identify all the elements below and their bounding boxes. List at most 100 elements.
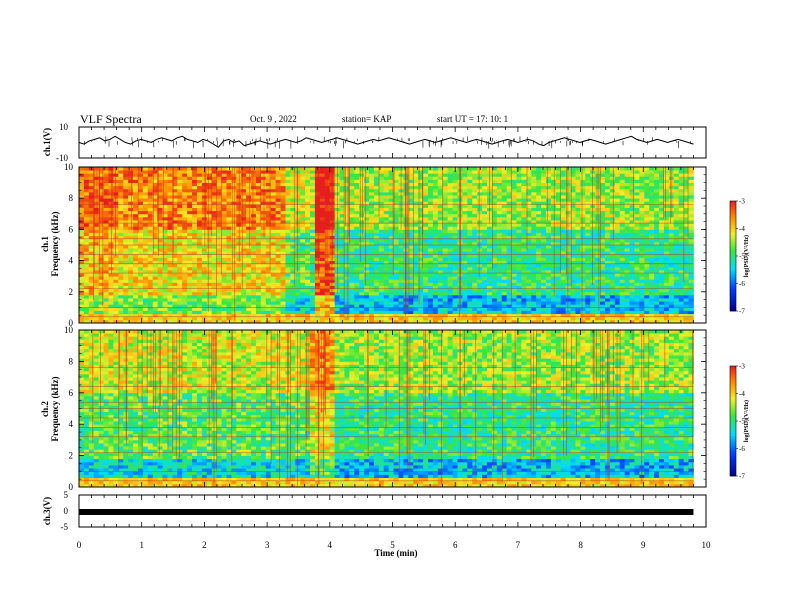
spectrogram-cell <box>359 254 365 258</box>
spectrogram-cell <box>290 260 296 265</box>
spectrogram-cell <box>398 257 404 261</box>
spectrogram-cell <box>388 279 395 283</box>
spectrogram-cell <box>354 298 360 302</box>
spectrogram-cell <box>378 167 385 171</box>
spectrogram-cell <box>295 223 301 227</box>
spectrogram-cell <box>531 226 537 230</box>
spectrogram-cell <box>364 204 370 208</box>
spectrogram-cell <box>496 298 503 302</box>
spectrogram-cell <box>152 204 159 208</box>
spectrogram-cell <box>516 241 522 246</box>
spectrogram-cell <box>378 251 385 255</box>
spectrogram-cell <box>221 216 227 221</box>
spectrogram-cell <box>211 170 218 174</box>
spectrogram-cell <box>305 273 311 277</box>
spectrogram-cell <box>373 235 380 240</box>
spectrogram-cell <box>393 319 399 324</box>
spectrogram-cell <box>359 307 365 311</box>
spectrogram-cell <box>211 213 218 218</box>
spectrogram-cell <box>270 310 277 315</box>
spectrogram-cell <box>231 176 237 180</box>
spectrogram-cell <box>541 285 547 290</box>
spectrogram-cell <box>251 204 257 208</box>
spectrogram-cell <box>241 276 247 280</box>
spectrogram-cell <box>295 185 301 190</box>
spectrogram-cell <box>383 288 390 293</box>
spectrogram-cell <box>536 210 542 215</box>
spectrogram-cell <box>487 254 493 258</box>
spectrogram-cell <box>526 285 532 290</box>
spectrogram-cell <box>305 304 311 308</box>
spectrogram-cell <box>462 245 468 249</box>
spectrogram-cell <box>192 191 198 196</box>
spectrogram-cell <box>408 235 414 240</box>
spectrogram-cell <box>216 279 222 283</box>
spectrogram-cell <box>491 191 498 196</box>
spectrogram-cell <box>216 257 222 261</box>
spectrogram-cell <box>531 195 537 199</box>
spectrogram-cell <box>167 176 173 180</box>
spectrogram-cell <box>526 304 532 308</box>
spectrogram-cell <box>123 263 129 268</box>
spectrogram-cell <box>108 254 114 258</box>
spectrogram-cell <box>428 185 434 190</box>
spectrogram-cell <box>192 223 198 227</box>
spectrogram-cell <box>472 210 478 215</box>
spectrogram-cell <box>516 279 522 283</box>
spectrogram-cell <box>192 307 198 311</box>
spectrogram-cell <box>511 216 517 221</box>
spectrogram-cell <box>137 319 144 324</box>
spectrogram-cell <box>113 188 119 193</box>
spectrogram-cell <box>221 276 227 280</box>
spectrogram-cell <box>369 273 375 277</box>
spectrogram-cell <box>442 201 449 205</box>
spectrogram-cell <box>393 235 399 240</box>
spectrogram-cell <box>108 204 114 208</box>
spectrogram-cell <box>536 266 542 271</box>
spectrogram-cell <box>437 276 444 280</box>
spectrogram-cell <box>334 213 340 218</box>
spectrogram-cell <box>354 260 360 265</box>
spectrogram-cell <box>128 185 134 190</box>
spectrogram-cell <box>128 229 134 233</box>
spectrogram-cell <box>403 298 409 302</box>
spectrogram-cell <box>506 220 512 224</box>
spectrogram-cell <box>118 241 124 246</box>
spectrogram-cell <box>182 207 188 212</box>
spectrogram-cell <box>526 229 532 233</box>
spectrogram-cell <box>364 254 370 258</box>
spectrogram-cell <box>152 273 159 277</box>
spectrogram-cell <box>423 263 429 268</box>
spectrogram-cell <box>383 257 390 261</box>
spectrogram-cell <box>472 298 478 302</box>
spectrogram-cell <box>531 316 537 321</box>
spectrogram-cell <box>201 279 208 283</box>
spectrogram-cell <box>93 319 100 324</box>
spectrogram-cell <box>241 229 247 233</box>
spectrogram-cell <box>349 182 355 187</box>
spectrogram-cell <box>511 201 517 205</box>
spectrogram-cell <box>226 251 232 255</box>
spectrogram-cell <box>403 179 409 183</box>
spectrogram-cell <box>260 195 267 199</box>
spectrogram-cell <box>359 210 365 215</box>
spectrogram-cell <box>428 229 434 233</box>
spectrogram-cell <box>157 207 163 212</box>
spectrogram-cell <box>482 279 488 283</box>
spectrogram-cell <box>383 291 390 296</box>
spectrogram-cell <box>98 251 104 255</box>
spectrogram-cell <box>314 266 321 271</box>
spectrogram-cell <box>501 238 508 243</box>
spectrogram-cell <box>152 282 159 286</box>
spectrogram-cell <box>364 248 370 252</box>
spectrogram-cell <box>241 241 247 246</box>
spectrogram-cell <box>403 167 409 171</box>
spectrogram-cell <box>196 235 203 240</box>
spectrogram-cell <box>260 245 267 249</box>
spectrogram-cell <box>482 298 488 302</box>
spectrogram-cell <box>329 288 336 293</box>
spectrogram-cell <box>196 276 203 280</box>
spectrogram-cell <box>428 263 434 268</box>
spectrogram-cell <box>413 263 419 268</box>
spectrogram-cell <box>98 198 104 202</box>
